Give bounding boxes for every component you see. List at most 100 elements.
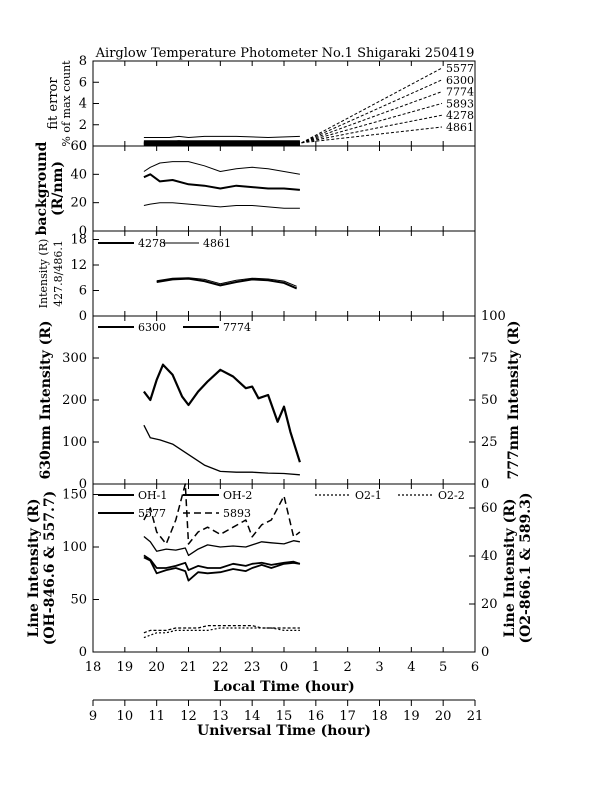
series-label: 5893 [446, 97, 474, 110]
series-label: 5577 [446, 62, 474, 75]
y-tick-label: 12 [70, 258, 87, 273]
universal-time-tick-label: 16 [308, 709, 325, 724]
y-axis-title: (OH-846.6 & 557.7) [42, 491, 58, 646]
y-tick-label: 0 [79, 309, 87, 324]
series-label: 7774 [446, 86, 474, 99]
legend-label: 4278 [138, 237, 166, 250]
universal-time-tick-label: 15 [276, 709, 293, 724]
y-tick-label: 18 [70, 233, 87, 248]
chart-title: Airglow Temperature Photometer No.1 Shig… [95, 46, 475, 61]
y-right-tick-label: 20 [481, 597, 498, 612]
local-time-tick-label: 4 [407, 660, 415, 675]
panel-oxygen-intensity: 0 100 200 300 0 25 50 75 100 630nm Intensity (R) 7… [38, 309, 522, 492]
fit-leader-line [301, 126, 443, 144]
universal-time-tick-label: 18 [371, 709, 388, 724]
panel-frame [92, 60, 476, 147]
y-axis-title: background [34, 141, 50, 235]
y-tick-label: 2 [79, 118, 87, 133]
universal-time-tick-label: 13 [212, 709, 229, 724]
series-label: 4861 [446, 121, 474, 134]
legend-label: 6300 [138, 321, 166, 334]
legend-label: O2-2 [438, 489, 465, 502]
y-tick-label: 60 [70, 139, 87, 154]
series-4278-line [156, 277, 298, 290]
series-OH-1-line [143, 535, 301, 557]
y-right-tick-label: 75 [481, 351, 498, 366]
local-time-tick-label: 23 [244, 660, 261, 675]
panel-blue-intensity: 0 6 12 18 Intensity (R) 427.8/486.1 4278 4861 [37, 230, 476, 324]
y-right-tick-label: 40 [481, 549, 498, 564]
legend-label: 5893 [223, 507, 251, 520]
y-tick-label: 150 [62, 488, 87, 503]
y-axis-title: % of max count [60, 60, 73, 147]
local-time-tick-label: 19 [117, 660, 134, 675]
series-5577-line [143, 556, 301, 582]
y-axis-title: (R/nm) [50, 161, 66, 216]
legend-label: OH-1 [138, 489, 167, 502]
y-axis-title: fit error [46, 77, 61, 130]
y-tick-label: 6 [79, 75, 87, 90]
universal-time-axis-title: Universal Time (hour) [197, 723, 371, 739]
local-time-tick-label: 22 [212, 660, 229, 675]
local-time-tick-label: 0 [280, 660, 288, 675]
y-tick-label: 4 [79, 97, 87, 112]
series-OH-2-line [143, 554, 301, 571]
y-tick-label: 6 [79, 284, 87, 299]
universal-time-tick-label: 14 [244, 709, 261, 724]
y-right-tick-label: 60 [481, 501, 498, 516]
local-time-tick-label: 6 [471, 660, 479, 675]
series-O2-2-line [143, 624, 300, 634]
series-O2-1-line [143, 627, 300, 639]
series-label: 6300 [446, 74, 474, 87]
series-5577-line [143, 135, 300, 138]
y-right-axis-title: Line Intensity (R) [502, 499, 518, 638]
local-time-tick-label: 5 [439, 660, 447, 675]
series-5893-line [143, 483, 301, 545]
local-time-tick-label: 3 [375, 660, 383, 675]
y-right-tick-label: 0 [481, 477, 489, 492]
series-lower-line [143, 202, 300, 209]
y-tick-label: 300 [62, 351, 87, 366]
series-7774-line [143, 363, 301, 463]
series-6300-line [143, 424, 300, 476]
y-tick-label: 100 [62, 435, 87, 450]
series-middle-line [143, 173, 300, 191]
legend-label: O2-1 [355, 489, 382, 502]
y-tick-label: 200 [62, 393, 87, 408]
y-tick-label: 0 [79, 224, 87, 239]
local-time-tick-label: 18 [85, 660, 102, 675]
local-time-tick-label: 1 [312, 660, 320, 675]
y-right-tick-label: 100 [481, 309, 506, 324]
y-right-axis-title: (O2-866.1 & 589.3) [518, 492, 534, 643]
y-axis-title: 630nm Intensity (R) [38, 321, 54, 480]
local-time-tick-label: 2 [344, 660, 352, 675]
series-upper-line [143, 161, 300, 175]
universal-time-tick-label: 12 [180, 709, 197, 724]
y-tick-label: 40 [70, 167, 87, 182]
fit-leader-line [301, 67, 443, 144]
universal-time-tick-label: 19 [403, 709, 420, 724]
local-time-axis-title: Local Time (hour) [213, 679, 355, 695]
y-tick-label: 20 [70, 196, 87, 211]
panel-line-intensity: 0 50 100 150 0 20 40 60 Line Intensity (R) (OH-84… [26, 483, 534, 660]
y-right-tick-label: 0 [481, 645, 489, 660]
universal-time-tick-label: 17 [339, 709, 356, 724]
y-tick-label: 50 [70, 593, 87, 608]
y-axis-title: Intensity (R) [37, 239, 50, 309]
y-tick-label: 0 [79, 645, 87, 660]
series-4861-line [156, 277, 297, 287]
local-time-tick-label: 21 [180, 660, 197, 675]
y-right-tick-label: 50 [481, 393, 498, 408]
universal-time-tick-label: 20 [435, 709, 452, 724]
y-right-tick-label: 25 [481, 435, 498, 450]
local-time-tick-label: 20 [148, 660, 165, 675]
fit-leader-line [301, 114, 443, 144]
y-tick-label: 0 [79, 477, 87, 492]
y-tick-label: 100 [62, 540, 87, 555]
universal-time-tick-label: 21 [467, 709, 484, 724]
panel-fit-error: 0 2 4 6 8 fit error% of max count 557763007774… [46, 54, 476, 154]
legend-label: 4861 [203, 237, 231, 250]
